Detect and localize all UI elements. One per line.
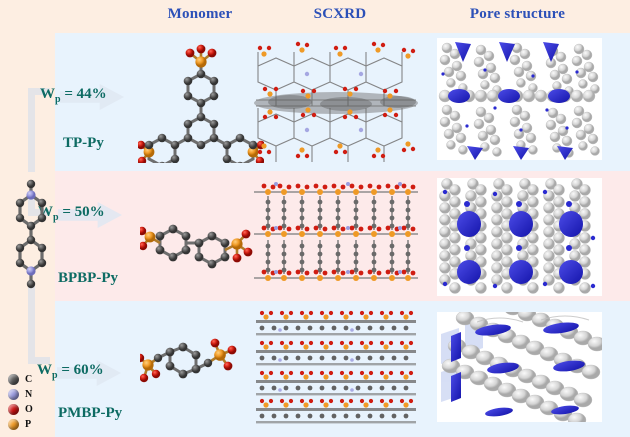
material-name-pmbp-py: PMBP-Py [58,405,123,421]
scxrd-structure-pmbp-py [250,310,422,424]
wp-value: = 50% [62,204,105,220]
wp-symbol: W [40,86,55,102]
wp-subscript: p [53,212,59,223]
column-header-monomer: Monomer [167,6,233,22]
legend-item-o: O [8,402,33,416]
scxrd-structure-tp-py [250,38,422,162]
wp-value: = 60% [61,362,104,378]
monomer-structure-tp [138,35,264,163]
column-header-pore-structure: Pore structure [469,6,566,22]
wp-subscript: p [55,94,61,105]
bracket-arm-bpbp-py-horizontal [28,209,50,216]
bipyridine-molecule [8,178,54,300]
wp-value: = 44% [64,86,107,102]
column-header-scxrd: SCXRD [313,6,367,22]
monomer-structure-pmbp [140,322,265,400]
pore-structure-image-pmbp-py [437,312,602,422]
bracket-arm-tp-py-vertical [28,88,35,172]
atom-legend: C N O P [8,372,33,432]
wp-label-tp-py: Wp = 44% [40,86,107,105]
bracket-arm-pmbp-py-horizontal [28,357,50,364]
legend-label-o: O [25,403,33,415]
phosphorus-dot-icon [8,418,19,430]
scxrd-structure-bpbp-py [250,178,422,296]
bracket-arm-pmbp-py-vertical [28,282,35,364]
carbon-dot-icon [8,373,19,385]
nitrogen-dot-icon [8,388,19,400]
oxygen-dot-icon [8,403,19,415]
bracket-arm-tp-py-horizontal [28,88,50,95]
legend-label-c: C [25,373,33,385]
material-name-bpbp-py: BPBP-Py [58,270,118,286]
wp-label-pmbp-py: Wp = 60% [37,362,104,381]
legend-label-p: P [25,418,32,430]
legend-item-p: P [8,417,33,431]
legend-item-c: C [8,372,33,386]
bracket-arm-bpbp-py-vertical [28,196,35,216]
legend-item-n: N [8,387,33,401]
legend-label-n: N [25,388,33,400]
wp-symbol: W [37,362,52,378]
pore-structure-image-tp-py [437,38,602,160]
material-name-tp-py: TP-Py [63,135,104,151]
monomer-structure-bpbp [140,196,265,276]
wp-subscript: p [52,370,58,381]
pore-structure-image-bpbp-py [437,178,602,296]
